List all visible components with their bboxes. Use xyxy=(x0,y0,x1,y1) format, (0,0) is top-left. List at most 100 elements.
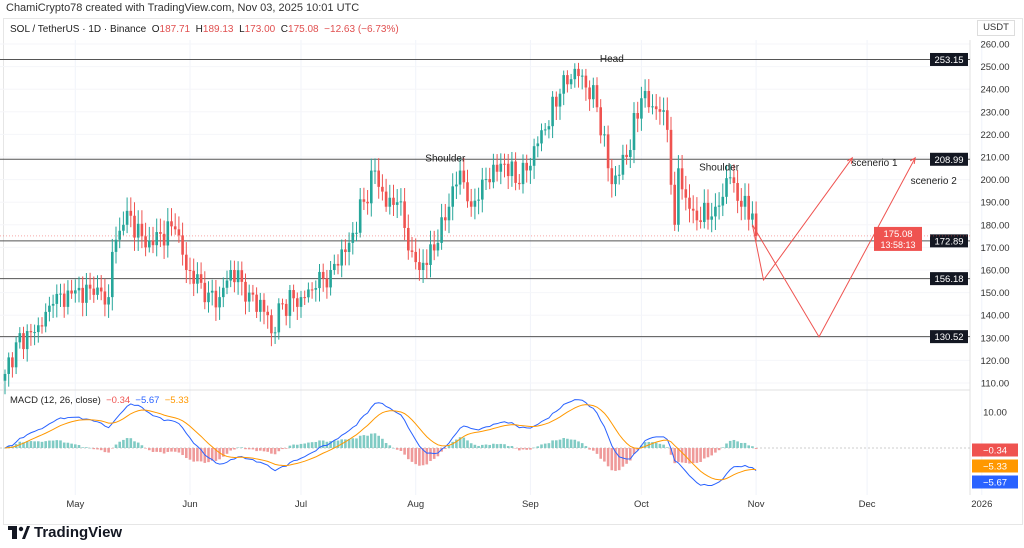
macd-histogram-bar xyxy=(625,448,628,464)
candle-body xyxy=(347,242,351,253)
candle-body xyxy=(177,229,181,236)
macd-histogram-bar xyxy=(207,448,210,463)
macd-histogram-bar xyxy=(236,447,240,448)
macd-histogram-bar xyxy=(214,448,218,461)
macd-histogram-bar xyxy=(329,441,332,448)
macd-histogram-bar xyxy=(25,441,29,448)
candle-body xyxy=(373,170,377,172)
macd-histogram-bar xyxy=(403,448,406,455)
y-tick-label: 200.00 xyxy=(980,175,1009,186)
candle-body xyxy=(125,210,129,225)
candle-body xyxy=(410,250,414,252)
chart-frame[interactable] xyxy=(3,18,1023,525)
candle-body xyxy=(381,186,384,192)
macd-histogram-bar xyxy=(355,438,358,448)
macd-histogram-bar xyxy=(588,448,591,450)
y-tick-label: 260.00 xyxy=(980,40,1009,51)
macd-histogram-bar xyxy=(447,445,451,448)
candle-body xyxy=(29,331,33,333)
candle-body xyxy=(185,254,188,270)
macd-histogram-bar xyxy=(614,448,617,471)
candle-body xyxy=(288,290,292,316)
macd-histogram-bar xyxy=(569,439,573,448)
macd-histogram-bar xyxy=(695,448,699,463)
candle-body xyxy=(636,113,639,119)
macd-histogram-bar xyxy=(666,447,669,448)
candle-body xyxy=(595,85,599,108)
macd-histogram-bar xyxy=(358,435,362,448)
candle-body xyxy=(392,197,395,205)
candle-body xyxy=(144,236,147,248)
candle-body xyxy=(403,201,406,228)
macd-histogram-bar xyxy=(170,448,173,452)
macd-histogram-bar xyxy=(181,448,184,456)
macd-histogram-bar xyxy=(22,442,25,448)
candle-body xyxy=(118,230,121,240)
macd-histogram-bar xyxy=(706,448,710,458)
candle-body xyxy=(577,68,580,77)
macd-histogram-bar xyxy=(532,447,536,449)
macd-histogram-bar xyxy=(344,439,347,448)
candle-body xyxy=(296,298,299,307)
macd-histogram-bar xyxy=(188,448,192,460)
candle-body xyxy=(710,216,713,220)
x-tick-label: Nov xyxy=(748,499,765,510)
candle-body xyxy=(481,179,484,200)
macd-histogram-bar xyxy=(495,444,499,448)
macd-histogram-bar xyxy=(521,448,525,450)
macd-histogram-bar xyxy=(314,441,318,448)
candle-body xyxy=(37,325,40,333)
macd-histogram-bar xyxy=(621,448,625,467)
candle-body xyxy=(188,270,192,271)
macd-histogram-bar xyxy=(525,448,528,450)
candle-body xyxy=(436,242,440,251)
candle-body xyxy=(455,184,458,187)
candle-body xyxy=(399,201,403,203)
macd-histogram-bar xyxy=(114,444,118,448)
macd-histogram-bar xyxy=(529,448,532,450)
candle-body xyxy=(584,75,588,88)
change-value: −12.63 (−6.73%) xyxy=(324,24,399,35)
candle-body xyxy=(70,290,73,294)
currency-button[interactable]: USDT xyxy=(977,20,1015,36)
candle-body xyxy=(218,297,221,308)
macd-histogram-bar xyxy=(199,448,203,462)
candle-body xyxy=(129,210,133,216)
candle-body xyxy=(699,220,702,223)
macd-histogram-bar xyxy=(277,448,281,452)
macd-histogram-bar xyxy=(514,448,517,449)
candle-body xyxy=(55,293,59,304)
candle-body xyxy=(370,170,373,204)
macd-histogram-bar xyxy=(192,448,195,462)
macd-histogram-bar xyxy=(499,443,503,448)
macd-histogram-bar xyxy=(669,448,673,455)
candle-body xyxy=(336,263,340,266)
high-value: 189.13 xyxy=(202,24,234,35)
candle-body xyxy=(96,287,99,295)
candle-body xyxy=(284,303,288,316)
macd-histogram-bar xyxy=(233,448,236,450)
macd-histogram-bar xyxy=(218,448,221,460)
macd-histogram-bar xyxy=(684,448,688,463)
candle-body xyxy=(736,183,739,201)
macd-histogram-bar xyxy=(562,438,565,448)
candle-body xyxy=(66,290,70,307)
macd-histogram-bar xyxy=(318,440,321,448)
candle-body xyxy=(555,96,558,107)
macd-histogram-bar xyxy=(592,448,595,451)
macd-histogram-bar xyxy=(484,444,488,448)
macd-signal-value: −5.33 xyxy=(164,395,189,406)
chart-annotation: Shoulder xyxy=(425,154,466,165)
candle-body xyxy=(621,154,625,175)
candle-body xyxy=(92,288,96,295)
macd-histogram-bar xyxy=(558,439,562,448)
y-tick-label: 120.00 xyxy=(980,356,1009,367)
candle-body xyxy=(329,270,332,288)
candle-body xyxy=(703,202,706,223)
candle-body xyxy=(540,130,543,144)
macd-histogram-bar xyxy=(103,448,107,453)
y-tick-label: 160.00 xyxy=(980,266,1009,277)
macd-histogram-bar xyxy=(580,443,584,448)
y-tick-label: 210.00 xyxy=(980,153,1009,164)
